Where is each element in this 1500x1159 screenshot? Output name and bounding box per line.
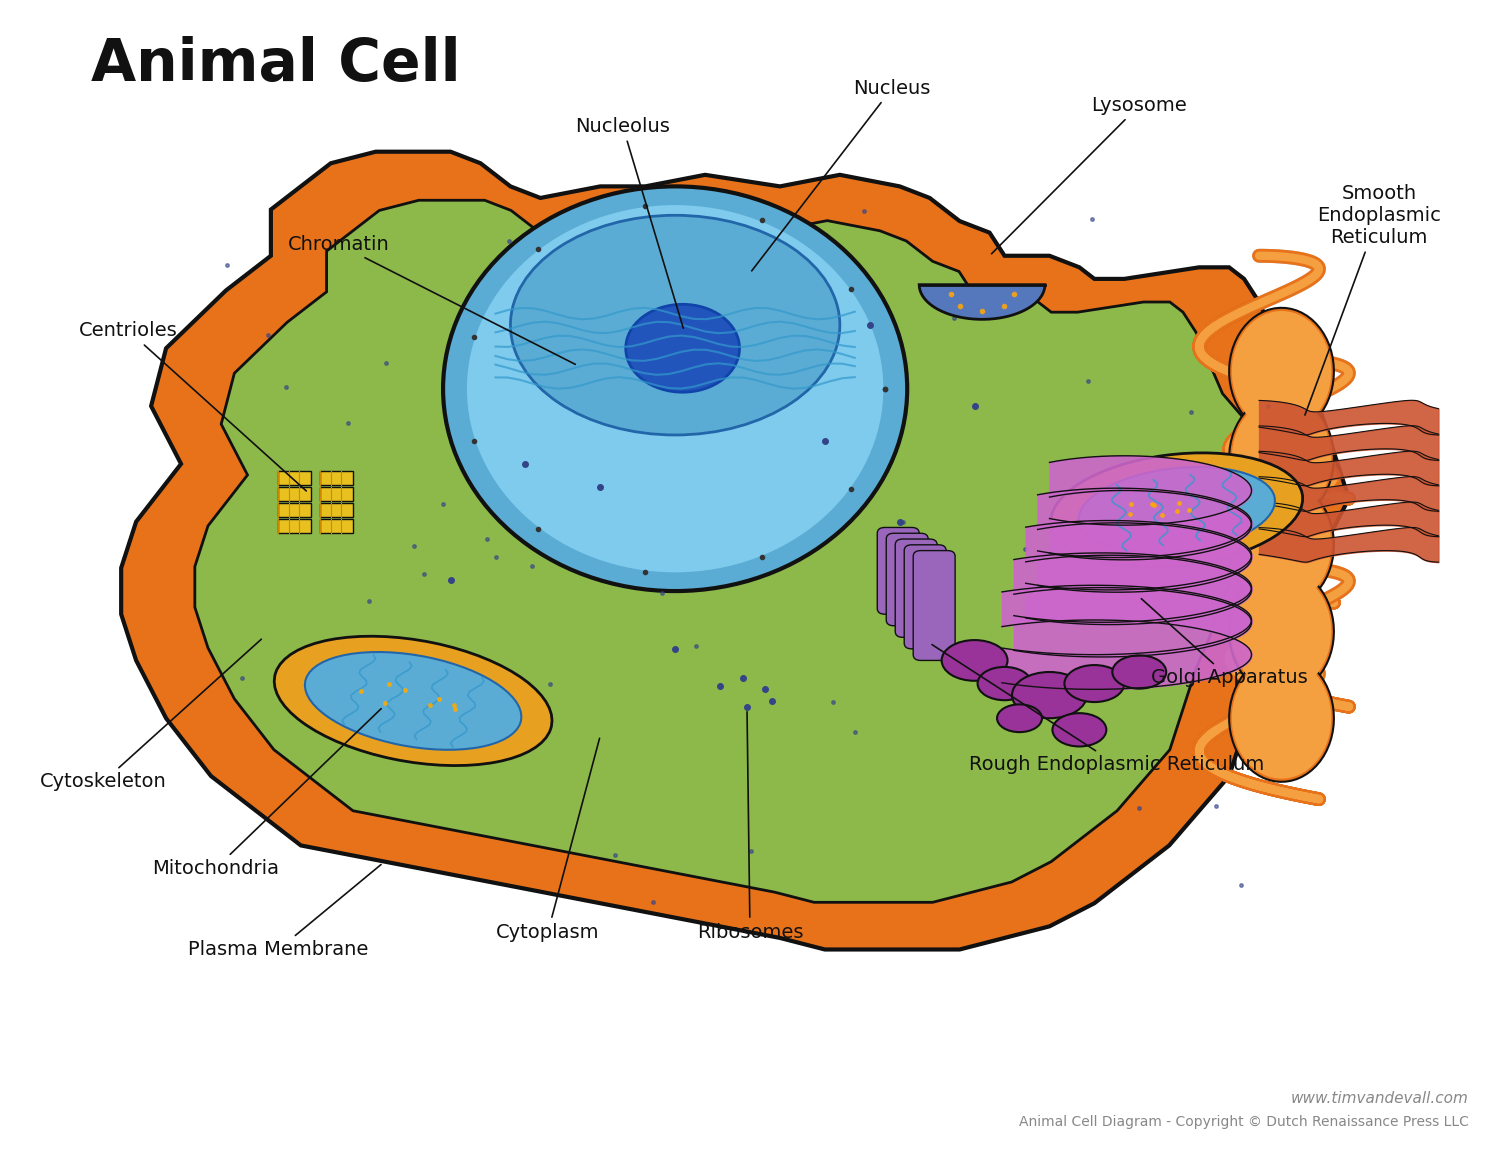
Text: Chromatin: Chromatin — [288, 234, 576, 364]
Text: Smooth
Endoplasmic
Reticulum: Smooth Endoplasmic Reticulum — [1305, 184, 1442, 415]
Ellipse shape — [1078, 467, 1275, 553]
Text: Nucleolus: Nucleolus — [576, 117, 684, 328]
Bar — [321, 471, 352, 484]
Text: Cytoplasm: Cytoplasm — [496, 738, 600, 941]
Text: Centrioles: Centrioles — [80, 321, 306, 491]
Ellipse shape — [442, 187, 908, 591]
Polygon shape — [1228, 308, 1334, 435]
FancyBboxPatch shape — [914, 551, 956, 661]
Ellipse shape — [510, 216, 840, 435]
Ellipse shape — [1053, 713, 1107, 746]
Text: Cytoskeleton: Cytoskeleton — [40, 639, 261, 792]
Polygon shape — [1228, 394, 1334, 522]
Text: Plasma Membrane: Plasma Membrane — [188, 865, 381, 958]
FancyBboxPatch shape — [886, 533, 928, 626]
Polygon shape — [1228, 481, 1334, 608]
Text: Ribosomes: Ribosomes — [696, 712, 804, 941]
Text: Nucleus: Nucleus — [752, 79, 932, 271]
Ellipse shape — [274, 636, 552, 766]
Text: Animal Cell Diagram - Copyright © Dutch Renaissance Press LLC: Animal Cell Diagram - Copyright © Dutch … — [1019, 1115, 1468, 1129]
Bar — [321, 487, 352, 501]
Bar — [279, 503, 312, 517]
Ellipse shape — [465, 204, 885, 574]
Bar — [279, 487, 312, 501]
Ellipse shape — [1052, 453, 1302, 568]
Polygon shape — [1228, 655, 1334, 782]
Polygon shape — [1232, 484, 1332, 605]
Polygon shape — [1228, 568, 1334, 695]
Bar — [279, 519, 312, 533]
Polygon shape — [1232, 658, 1332, 779]
Bar — [321, 519, 352, 533]
Bar — [321, 503, 352, 517]
FancyBboxPatch shape — [878, 527, 920, 614]
Polygon shape — [1232, 311, 1332, 432]
Polygon shape — [122, 152, 1348, 949]
Ellipse shape — [1013, 672, 1088, 719]
FancyBboxPatch shape — [896, 539, 938, 637]
Text: www.timvandevall.com: www.timvandevall.com — [1292, 1091, 1468, 1106]
Text: Animal Cell: Animal Cell — [92, 36, 460, 93]
Text: Lysosome: Lysosome — [992, 96, 1186, 254]
Ellipse shape — [626, 305, 740, 392]
Text: Golgi Apparatus: Golgi Apparatus — [1142, 599, 1308, 687]
Bar — [279, 471, 312, 484]
Ellipse shape — [1065, 665, 1125, 702]
Text: Mitochondria: Mitochondria — [152, 708, 381, 879]
Ellipse shape — [978, 666, 1032, 700]
Ellipse shape — [998, 705, 1042, 732]
Ellipse shape — [304, 653, 522, 750]
Polygon shape — [1232, 398, 1332, 518]
Ellipse shape — [1113, 655, 1166, 688]
Polygon shape — [195, 201, 1275, 903]
Text: Rough Endoplasmic Reticulum: Rough Endoplasmic Reticulum — [932, 644, 1264, 774]
FancyBboxPatch shape — [904, 545, 946, 649]
Polygon shape — [920, 285, 1046, 320]
Ellipse shape — [942, 640, 1008, 680]
Polygon shape — [1232, 571, 1332, 692]
